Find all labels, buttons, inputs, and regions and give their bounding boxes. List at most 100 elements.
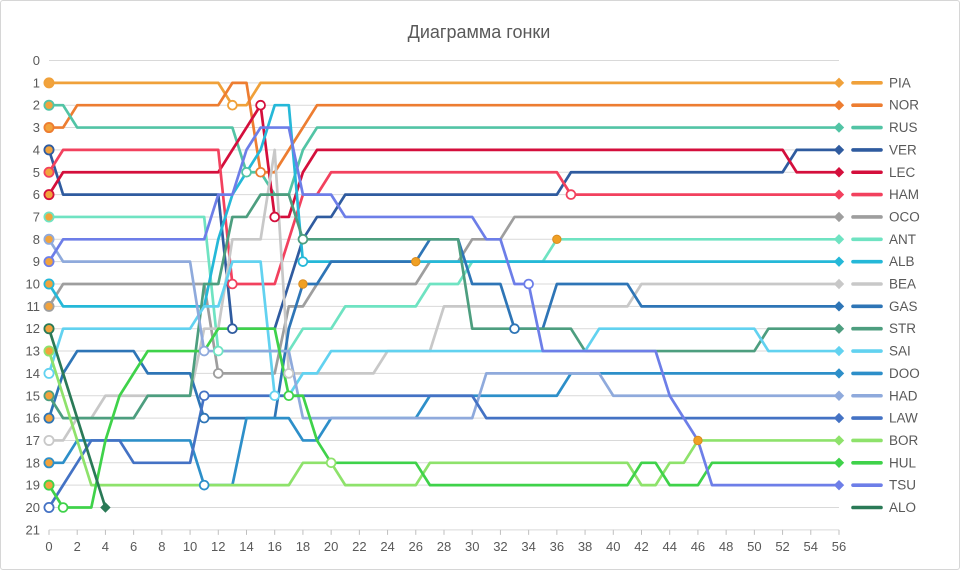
y-axis-label: 20 (26, 500, 40, 515)
y-axis-label: 7 (33, 209, 40, 224)
legend-item-ANT: ANT (851, 232, 916, 247)
finish-marker-GAS (833, 301, 845, 312)
x-axis-label: 4 (102, 539, 109, 554)
legend-item-HAD: HAD (851, 388, 918, 403)
series-lines (47, 81, 841, 509)
finish-marker-RUS (833, 122, 845, 133)
legend-label-TSU: TSU (889, 478, 916, 493)
x-axis-label: 54 (804, 539, 818, 554)
start-marker-TSU (43, 256, 55, 268)
legend-label-RUS: RUS (889, 120, 918, 135)
legend-item-PIA: PIA (851, 75, 911, 90)
legend-item-NOR: NOR (851, 98, 919, 113)
pit-marker-HAD (198, 345, 210, 357)
pit-marker-BEA (283, 368, 295, 379)
series-line-STR (47, 193, 841, 420)
y-axis-label: 11 (27, 299, 41, 314)
y-axis-label: 10 (26, 277, 40, 292)
y-axis-label: 5 (33, 165, 40, 180)
start-marker-PIA (43, 77, 55, 89)
finish-marker-SAI (833, 345, 845, 357)
x-axis-label: 12 (211, 539, 225, 554)
legend-item-TSU: TSU (851, 478, 916, 493)
y-axis-label: 17 (26, 433, 40, 448)
start-marker-NOR (43, 122, 55, 134)
legend: PIA NOR RUS VER LEC HAM OCO ANT ALB BEA GAS STR SAI D… (851, 75, 920, 515)
y-axis-label: 9 (33, 254, 40, 269)
finish-marker-BEA (833, 278, 845, 290)
series-line-ALO (47, 327, 107, 509)
start-marker-DOO (43, 457, 55, 469)
chart-title: Диаграмма гонки (408, 22, 551, 42)
pit-marker-STR (297, 234, 309, 245)
finish-marker-STR (833, 323, 845, 334)
pit-marker-ALB (297, 256, 309, 267)
series-line-LAW (47, 394, 841, 509)
finish-marker-OCO (833, 211, 845, 223)
series-line-NOR (47, 81, 841, 174)
legend-item-VER: VER (851, 142, 917, 157)
x-axis-label: 8 (158, 539, 165, 554)
x-axis-label: 32 (493, 539, 507, 554)
finish-marker-ANT (833, 234, 845, 245)
event-marker-GAS (298, 279, 308, 289)
retire-marker-ALO (100, 502, 111, 513)
x-axis-label: 42 (634, 539, 648, 554)
pit-marker-HAM (227, 278, 238, 290)
legend-item-BEA: BEA (851, 277, 916, 292)
y-axis-label: 14 (26, 366, 40, 381)
start-marker-LEC (43, 189, 55, 201)
series-line-VER (47, 148, 841, 331)
start-marker-SAI (43, 367, 55, 379)
legend-label-STR: STR (889, 321, 916, 336)
pit-marker-ANT (212, 345, 224, 357)
legend-label-VER: VER (889, 142, 917, 157)
legend-label-HUL: HUL (889, 455, 916, 470)
x-axis-label: 48 (719, 539, 733, 554)
legend-label-LEC: LEC (889, 165, 916, 180)
x-axis-label: 34 (521, 539, 535, 554)
y-axis-label: 12 (26, 321, 40, 336)
x-axis-label: 18 (296, 539, 310, 554)
y-axis-label: 19 (26, 478, 40, 493)
series-line-LEC (47, 103, 841, 219)
x-axis-labels: 0 2 4 6 8 10 12 14 16 18 20 22 24 26 28 30 32 34 36 38 40 42 4… (45, 539, 846, 554)
finish-marker-NOR (833, 100, 845, 111)
finish-marker-TSU (833, 479, 845, 491)
start-marker-HAM (43, 166, 55, 178)
legend-item-ALO: ALO (851, 500, 916, 515)
x-axis-label: 10 (183, 539, 197, 554)
y-axis-label: 4 (33, 142, 40, 157)
start-marker-OCO (43, 300, 55, 312)
legend-label-HAD: HAD (889, 388, 918, 403)
legend-item-LEC: LEC (851, 165, 916, 180)
legend-label-OCO: OCO (889, 209, 920, 224)
pit-marker-SAI (269, 390, 281, 402)
finish-marker-BOR (833, 435, 845, 446)
y-axis-label: 2 (33, 98, 40, 113)
legend-item-SAI: SAI (851, 344, 911, 359)
start-marker-HUL (43, 479, 55, 491)
finish-marker-HAD (833, 390, 845, 401)
start-marker-ALB (43, 278, 55, 290)
finish-marker-HAM (833, 189, 845, 200)
legend-item-HUL: HUL (851, 455, 916, 470)
start-marker-STR (43, 390, 55, 402)
start-marker-VER (43, 144, 55, 156)
y-axis-label: 6 (33, 187, 40, 202)
finish-marker-HUL (833, 457, 845, 468)
y-axis-label: 1 (33, 75, 40, 90)
x-axis-label: 30 (465, 539, 479, 554)
x-axis-label: 22 (352, 539, 366, 554)
x-axis-label: 46 (691, 539, 705, 554)
x-axis-label: 36 (550, 539, 564, 554)
x-axis-label: 14 (239, 539, 253, 554)
legend-label-ANT: ANT (889, 232, 916, 247)
start-marker-GAS (43, 412, 55, 424)
legend-label-ALB: ALB (889, 254, 915, 269)
x-axis-label: 24 (380, 539, 394, 554)
pit-marker-LAW (198, 390, 210, 402)
y-axis-label: 21 (26, 522, 40, 537)
finish-marker-VER (833, 144, 845, 156)
